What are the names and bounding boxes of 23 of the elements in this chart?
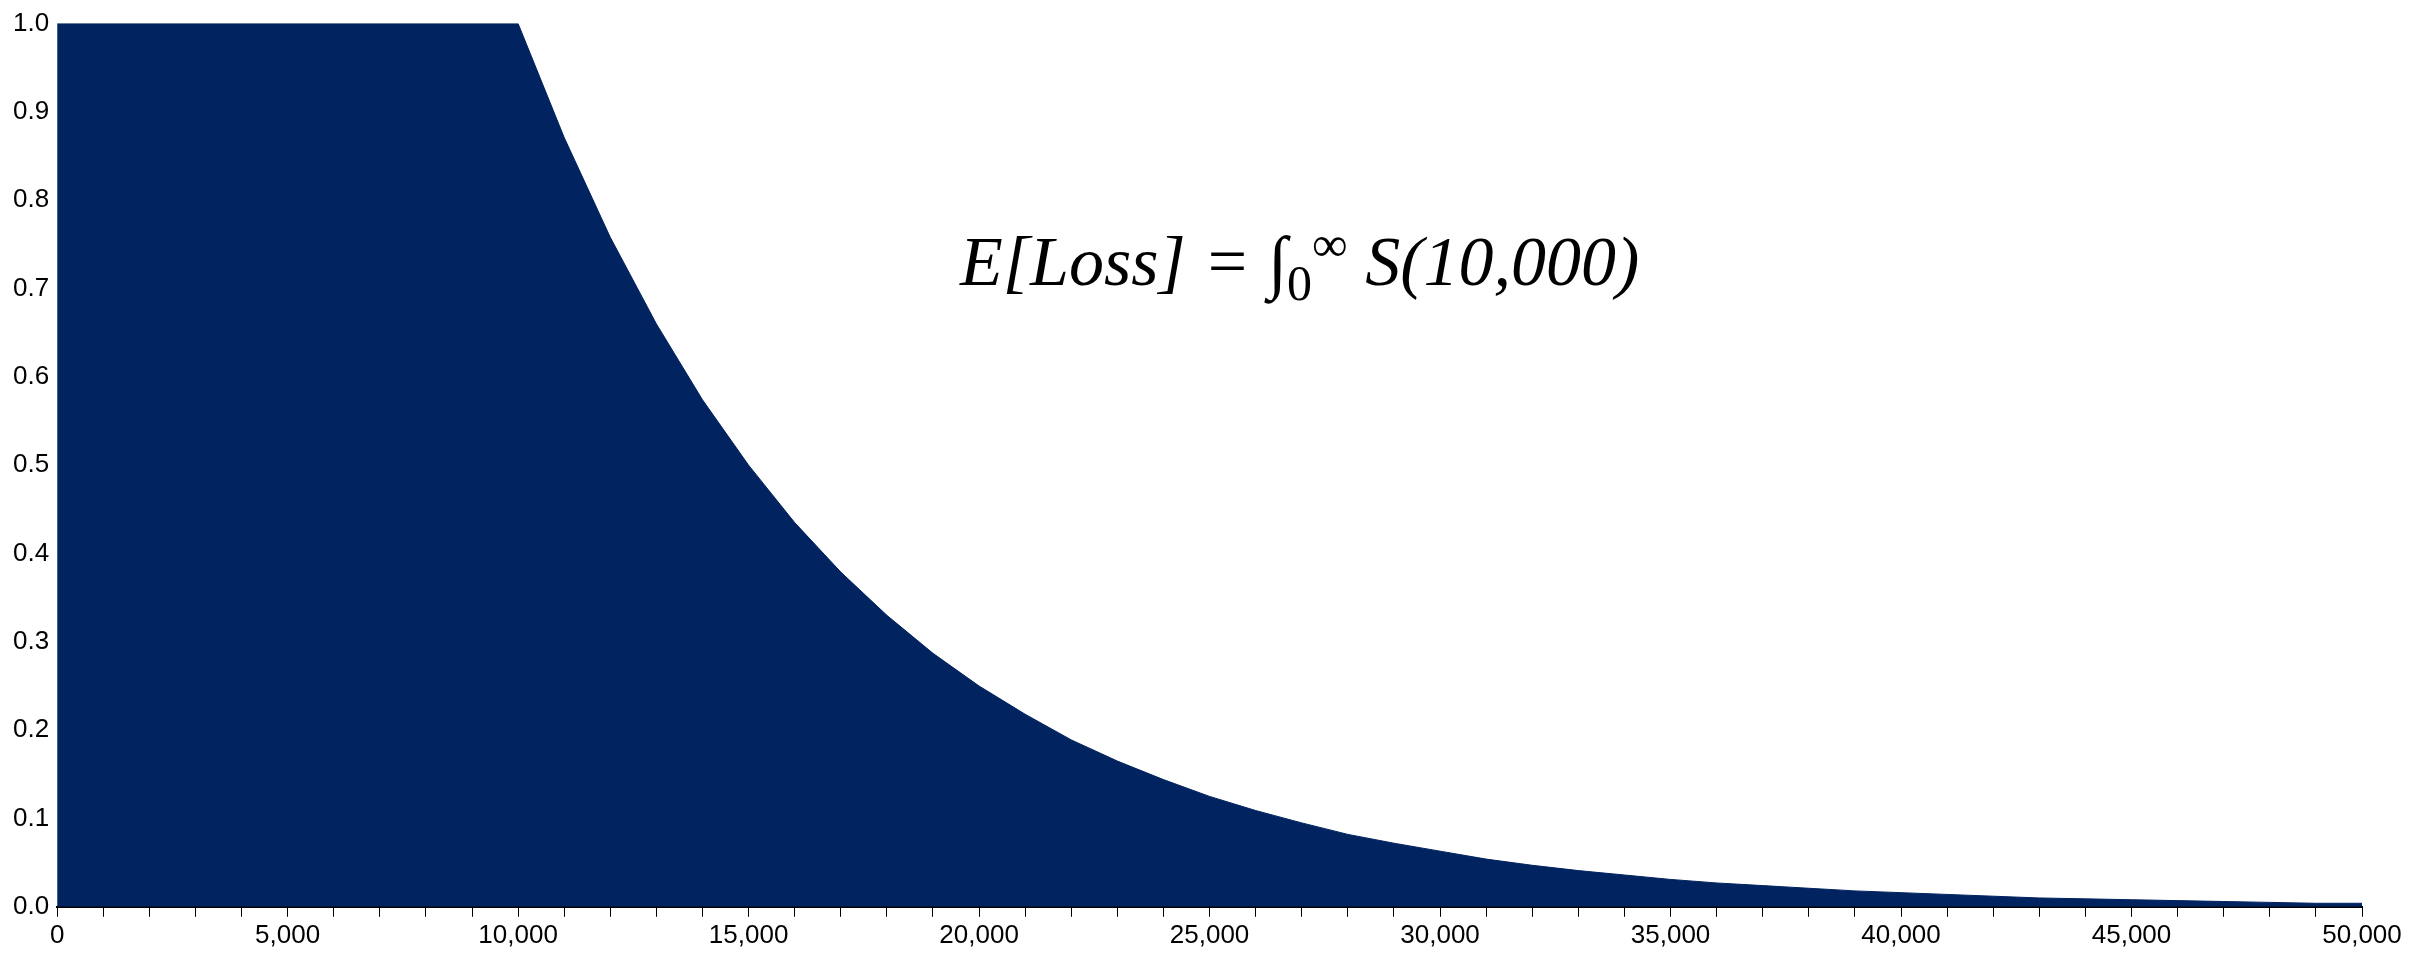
x-tick-label: 35,000	[1630, 918, 1711, 949]
x-tick-label: 20,000	[939, 918, 1019, 949]
y-tick-label: 0.2	[12, 713, 50, 744]
annotation: E[Loss] = ∫$_{0}$$^{∞}$ S(10,000)	[960, 215, 1640, 313]
x-tick-label: 25,000	[1169, 918, 1250, 949]
y-tick-label: 0.1	[12, 801, 50, 832]
x-tick-label: 50,000	[2322, 918, 2402, 949]
y-tick-label: 0.8	[12, 183, 50, 214]
y-tick-label: 0.7	[12, 271, 50, 302]
y-tick-label: 0.5	[12, 448, 50, 479]
x-tick-label: 5,000	[255, 918, 321, 949]
y-tick-label: 0.6	[12, 360, 50, 391]
y-tick-label: 0.4	[12, 536, 50, 567]
x-tick-label: 15,000	[708, 918, 789, 949]
x-tick-label: 10,000	[478, 918, 558, 949]
x-tick-label: 40,000	[1861, 918, 1941, 949]
y-tick-label: 0.0	[12, 889, 50, 920]
x-tick-label: 45,000	[2091, 918, 2172, 949]
y-tick-label: 0.3	[12, 625, 50, 656]
y-tick-label: 0.9	[12, 95, 50, 126]
y-tick-label: 1.0	[12, 6, 50, 37]
x-tick-label: 0	[49, 918, 65, 949]
x-tick-label: 30,000	[1400, 918, 1480, 949]
